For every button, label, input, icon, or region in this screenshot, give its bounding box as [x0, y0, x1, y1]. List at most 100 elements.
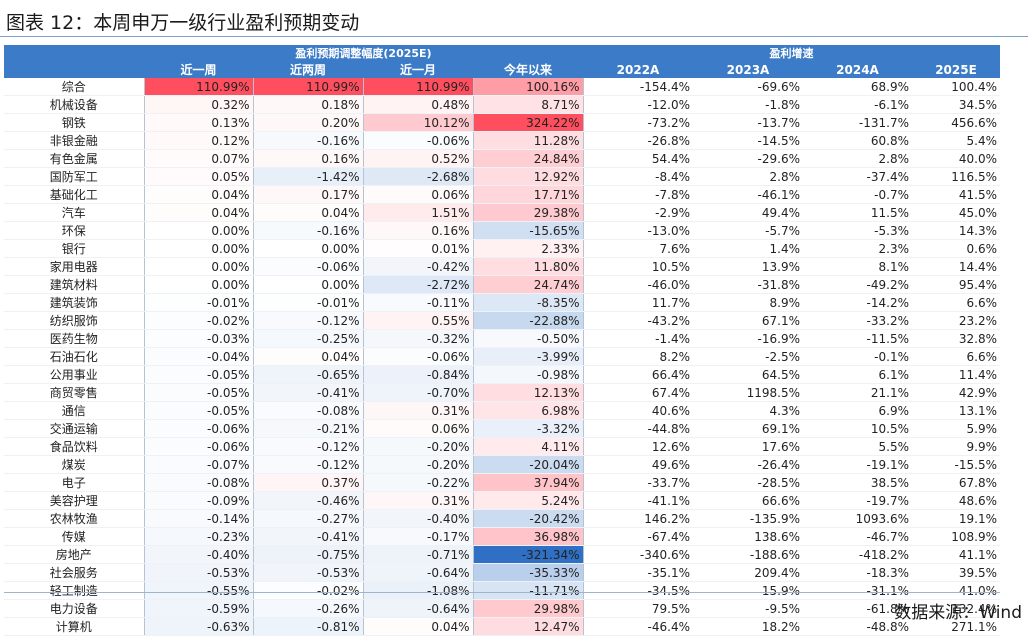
adjustment-cell: 0.13%: [143, 113, 253, 132]
growth-cell: 12.6%: [583, 437, 693, 456]
adjustment-cell: 0.06%: [362, 419, 473, 438]
growth-cell: -33.2%: [803, 311, 912, 330]
table-row: 电力设备 -0.59% -0.26% -0.64% 29.98% 79.5% -9.5% -6…: [4, 599, 1000, 618]
growth-cell: -13.0%: [583, 221, 693, 240]
adjustment-cell: -0.50%: [472, 329, 584, 348]
table-row: 计算机 -0.63% -0.81% 0.04% 12.47% -46.4% 18.2% -48…: [4, 617, 1000, 636]
growth-cell: 8.9%: [693, 293, 803, 312]
adjustment-cell: -0.05%: [143, 365, 253, 384]
growth-cell: 64.5%: [693, 365, 803, 384]
growth-cell: 2.3%: [803, 239, 912, 258]
adjustment-cell: -0.98%: [472, 365, 584, 384]
adjustment-cell: -0.53%: [252, 563, 363, 582]
industry-name: 公用事业: [4, 365, 144, 384]
adjustment-cell: 37.94%: [472, 473, 584, 492]
industry-name: 建筑装饰: [4, 293, 144, 312]
adjustment-cell: 10.12%: [362, 113, 473, 132]
growth-cell: -43.2%: [583, 311, 693, 330]
growth-cell: 40.6%: [583, 401, 693, 420]
industry-name: 计算机: [4, 617, 144, 636]
adjustment-cell: -0.20%: [362, 455, 473, 474]
growth-cell: -46.0%: [583, 275, 693, 294]
growth-cell: -0.1%: [803, 347, 912, 366]
adjustment-cell: -0.59%: [143, 599, 253, 618]
adjustment-cell: -0.32%: [362, 329, 473, 348]
growth-cell: -33.7%: [583, 473, 693, 492]
adjustment-cell: -0.12%: [252, 311, 363, 330]
table-row: 有色金属 0.07% 0.16% 0.52% 24.84% 54.4% -29.6% 2.8%…: [4, 149, 1000, 168]
adjustment-cell: -2.72%: [362, 275, 473, 294]
growth-cell: -37.4%: [803, 167, 912, 186]
growth-cell: 0.6%: [912, 239, 1000, 258]
table-row: 环保 0.00% -0.16% 0.16% -15.65% -13.0% -5.7% -5.3…: [4, 221, 1000, 240]
adjustment-cell: 0.20%: [252, 113, 363, 132]
adjustment-cell: 6.98%: [472, 401, 584, 420]
growth-cell: 2.8%: [803, 149, 912, 168]
col-header: 今年以来: [473, 61, 583, 78]
industry-name: 社会服务: [4, 563, 144, 582]
adjustment-cell: -0.04%: [143, 347, 253, 366]
adjustment-cell: -321.34%: [472, 545, 584, 564]
table-row: 机械设备 0.32% 0.18% 0.48% 8.71% -12.0% -1.8% -6.1%…: [4, 95, 1000, 114]
table-row: 医药生物 -0.03% -0.25% -0.32% -0.50% -1.4% -16.9% -…: [4, 329, 1000, 348]
industry-name: 电力设备: [4, 599, 144, 618]
adjustment-cell: 0.32%: [143, 95, 253, 114]
growth-cell: 100.4%: [912, 78, 1000, 96]
adjustment-cell: -0.21%: [252, 419, 363, 438]
adjustment-cell: -0.06%: [362, 347, 473, 366]
adjustment-cell: 110.99%: [143, 78, 253, 96]
adjustment-cell: 324.22%: [472, 113, 584, 132]
table-row: 纺织服饰 -0.02% -0.12% 0.55% -22.88% -43.2% 67.1% -…: [4, 311, 1000, 330]
adjustment-cell: -0.65%: [252, 365, 363, 384]
growth-cell: 6.1%: [803, 365, 912, 384]
growth-cell: 10.5%: [803, 419, 912, 438]
growth-cell: 13.1%: [912, 401, 1000, 420]
adjustment-cell: -0.14%: [143, 509, 253, 528]
growth-cell: -2.5%: [693, 347, 803, 366]
adjustment-cell: -0.53%: [143, 563, 253, 582]
growth-cell: 8.2%: [583, 347, 693, 366]
industry-name: 汽车: [4, 203, 144, 222]
growth-cell: -28.5%: [693, 473, 803, 492]
growth-cell: -0.7%: [803, 185, 912, 204]
adjustment-cell: -0.05%: [143, 401, 253, 420]
header-group-adjustment: 盈利预期调整幅度(2025E): [144, 45, 583, 61]
industry-name: 银行: [4, 239, 144, 258]
industry-name: 食品饮料: [4, 437, 144, 456]
adjustment-cell: 0.16%: [362, 221, 473, 240]
table-row: 综合 110.99% 110.99% 110.99% 100.16% -154.4% -69…: [4, 78, 1000, 96]
adjustment-cell: 0.00%: [252, 275, 363, 294]
growth-cell: 11.5%: [803, 203, 912, 222]
growth-cell: -46.4%: [583, 617, 693, 636]
adjustment-cell: -0.42%: [362, 257, 473, 276]
industry-name: 国防军工: [4, 167, 144, 186]
growth-cell: 7.6%: [583, 239, 693, 258]
industry-name: 综合: [4, 78, 144, 96]
growth-cell: 41.0%: [912, 581, 1000, 600]
col-header: 2022A: [583, 61, 693, 78]
growth-cell: 40.0%: [912, 149, 1000, 168]
adjustment-cell: 24.84%: [472, 149, 584, 168]
growth-cell: 54.4%: [583, 149, 693, 168]
growth-cell: 108.9%: [912, 527, 1000, 546]
adjustment-cell: 0.17%: [252, 185, 363, 204]
industry-name: 房地产: [4, 545, 144, 564]
adjustment-cell: -0.63%: [143, 617, 253, 636]
adjustment-cell: -22.88%: [472, 311, 584, 330]
growth-cell: 19.1%: [912, 509, 1000, 528]
adjustment-cell: -0.12%: [252, 437, 363, 456]
adjustment-cell: -0.64%: [362, 599, 473, 618]
growth-cell: 5.9%: [912, 419, 1000, 438]
adjustment-cell: 1.51%: [362, 203, 473, 222]
adjustment-cell: 11.28%: [472, 131, 584, 150]
growth-cell: 38.5%: [803, 473, 912, 492]
adjustment-cell: -0.01%: [143, 293, 253, 312]
page-title: 图表 12：本周申万一级行业盈利预期变动: [6, 12, 360, 34]
growth-cell: -5.3%: [803, 221, 912, 240]
adjustment-cell: 0.00%: [143, 221, 253, 240]
industry-name: 传媒: [4, 527, 144, 546]
adjustment-cell: 0.52%: [362, 149, 473, 168]
growth-cell: -46.1%: [693, 185, 803, 204]
table-row: 国防军工 0.05% -1.42% -2.68% 12.92% -8.4% 2.8% -37.…: [4, 167, 1000, 186]
growth-cell: 67.1%: [693, 311, 803, 330]
